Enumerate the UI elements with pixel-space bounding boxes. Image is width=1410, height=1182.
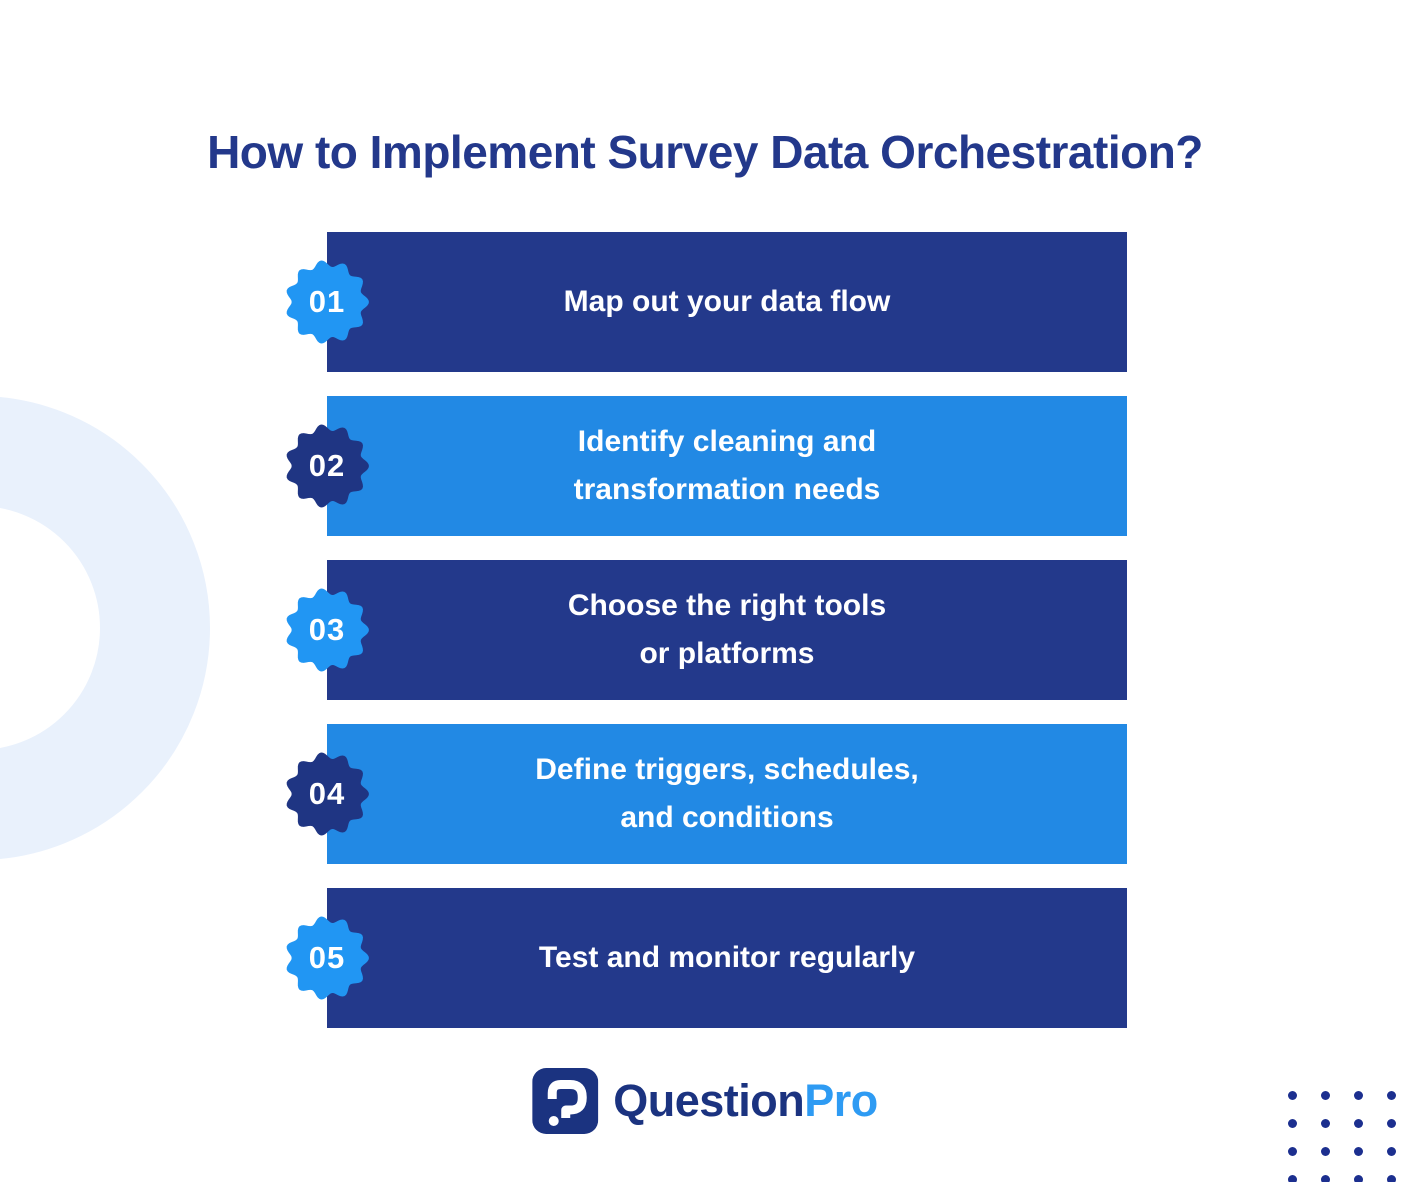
questionpro-question-mark-icon xyxy=(532,1068,599,1134)
dot xyxy=(1321,1119,1330,1128)
page-title: How to Implement Survey Data Orchestrati… xyxy=(207,125,1203,178)
dot xyxy=(1321,1147,1330,1156)
step-number: 05 xyxy=(308,940,346,975)
step-bar-5: Test and monitor regularly xyxy=(327,888,1127,1028)
scallop-badge-icon xyxy=(286,424,369,508)
questionpro-logo: QuestionPro xyxy=(532,1068,878,1134)
step-label: Test and monitor regularly xyxy=(538,941,916,974)
step-label: Choose the right tools or platforms xyxy=(567,589,887,670)
scallop-badge-icon xyxy=(286,916,369,1000)
step-number: 03 xyxy=(308,612,346,647)
step-label: Identify cleaning and transformation nee… xyxy=(573,425,881,506)
step-number: 04 xyxy=(308,776,346,811)
step-bar-4: Define triggers, schedules, and conditio… xyxy=(327,724,1127,864)
scallop-badge-icon xyxy=(286,752,369,836)
step-number-badge-1: 01 xyxy=(281,256,373,348)
dot xyxy=(1387,1147,1396,1156)
dot xyxy=(1288,1091,1297,1100)
step-row-5: Test and monitor regularly 05 xyxy=(286,888,1127,1028)
step-label: Map out your data flow xyxy=(563,285,891,318)
step-bar-1: Map out your data flow xyxy=(327,232,1127,372)
logo-wordmark: QuestionPro xyxy=(613,1075,878,1127)
step-number-badge-2: 02 xyxy=(281,420,373,512)
dot xyxy=(1354,1147,1363,1156)
step-number: 01 xyxy=(308,284,346,319)
dot xyxy=(1288,1119,1297,1128)
step-number-badge-3: 03 xyxy=(281,584,373,676)
dot xyxy=(1387,1091,1396,1100)
step-bar-2: Identify cleaning and transformation nee… xyxy=(327,396,1127,536)
steps-list: Map out your data flow 01 Identify clean… xyxy=(286,232,1127,1052)
dot xyxy=(1288,1175,1297,1182)
step-number: 02 xyxy=(308,448,346,483)
dot xyxy=(1288,1147,1297,1156)
step-row-4: Define triggers, schedules, and conditio… xyxy=(286,724,1127,864)
logo-text-question: Question xyxy=(613,1075,805,1126)
dot xyxy=(1354,1091,1363,1100)
step-number-badge-4: 04 xyxy=(281,748,373,840)
logo-text-pro: Pro xyxy=(804,1075,878,1126)
dot xyxy=(1321,1091,1330,1100)
dot xyxy=(1354,1175,1363,1182)
dot xyxy=(1321,1175,1330,1182)
step-label: Define triggers, schedules, and conditio… xyxy=(535,753,919,834)
step-bar-3: Choose the right tools or platforms xyxy=(327,560,1127,700)
dot xyxy=(1387,1175,1396,1182)
step-number-badge-5: 05 xyxy=(281,912,373,1004)
decorative-dots-grid xyxy=(1288,1091,1396,1182)
scallop-badge-icon xyxy=(286,588,369,672)
step-row-2: Identify cleaning and transformation nee… xyxy=(286,396,1127,536)
decorative-ring xyxy=(0,396,210,860)
dot xyxy=(1387,1119,1396,1128)
step-row-3: Choose the right tools or platforms 03 xyxy=(286,560,1127,700)
scallop-badge-icon xyxy=(286,260,369,344)
step-row-1: Map out your data flow 01 xyxy=(286,232,1127,372)
dot xyxy=(1354,1119,1363,1128)
